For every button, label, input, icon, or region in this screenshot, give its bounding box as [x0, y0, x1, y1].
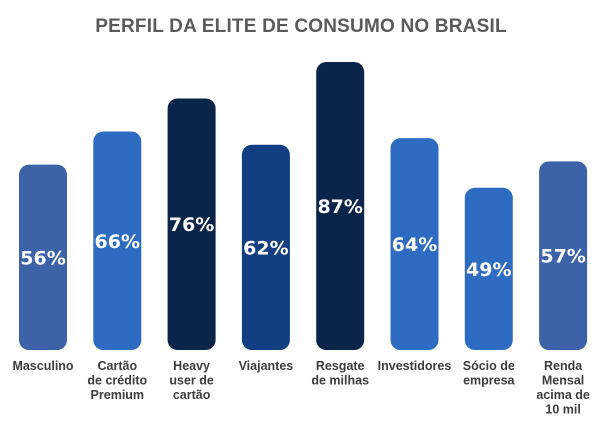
category-label-line: de milhas — [311, 374, 369, 388]
category-label-line: Renda — [544, 359, 583, 373]
category-label-line: user de — [169, 374, 214, 388]
category-label-line: Investidores — [378, 359, 452, 373]
category-label-line: empresa — [463, 374, 515, 388]
bar-6 — [464, 187, 513, 350]
category-label-line: Sócio de — [463, 359, 515, 373]
category-label-line: Viajantes — [239, 359, 294, 373]
category-labels-layer: Masculino Cartão de crédito Premium Heavy use… — [12, 359, 589, 417]
category-label: Sócio de empresa — [463, 359, 516, 388]
bar-3 — [241, 144, 290, 350]
category-label: Renda Mensal acima de 10 mil — [536, 359, 590, 417]
bar-value-label: 66% — [95, 231, 140, 253]
bar-value-label: 76% — [169, 214, 214, 236]
category-label-line: acima de — [536, 388, 590, 402]
bar-1 — [93, 131, 142, 350]
category-label-line: Masculino — [12, 359, 73, 373]
bar-value-label: 56% — [20, 247, 65, 269]
category-label-line: de crédito — [87, 374, 147, 388]
category-label-line: Mensal — [542, 374, 584, 388]
category-label: Resgate de milhas — [311, 359, 369, 388]
bars-layer: 56% 66% 76% 62% 87% 64% 49% 57% — [19, 62, 588, 350]
chart-title: PERFIL DA ELITE DE CONSUMO NO BRASIL — [95, 16, 507, 37]
bar-0 — [19, 164, 67, 350]
bar-value-label: 87% — [317, 196, 362, 218]
bar-2 — [167, 98, 216, 350]
bar-value-label: 62% — [243, 237, 288, 259]
category-label-line: Cartão — [98, 359, 138, 373]
category-label: Cartão de crédito Premium — [87, 359, 147, 402]
category-label-line: 10 mil — [545, 403, 580, 417]
category-label-line: cartão — [173, 388, 211, 402]
category-label: Investidores — [378, 359, 452, 373]
category-label-line: Heavy — [173, 359, 210, 373]
category-label: Viajantes — [239, 359, 294, 373]
bar-5 — [390, 138, 439, 350]
category-label-line: Resgate — [316, 359, 365, 373]
category-label: Masculino — [12, 359, 73, 373]
category-label: Heavy user de cartão — [169, 359, 214, 402]
bar-value-label: 64% — [392, 234, 437, 256]
category-label-line: Premium — [91, 388, 145, 402]
bar-4 — [316, 62, 365, 350]
bar-value-label: 49% — [466, 259, 511, 281]
bar-7 — [539, 161, 588, 350]
bar-value-label: 57% — [540, 246, 585, 268]
